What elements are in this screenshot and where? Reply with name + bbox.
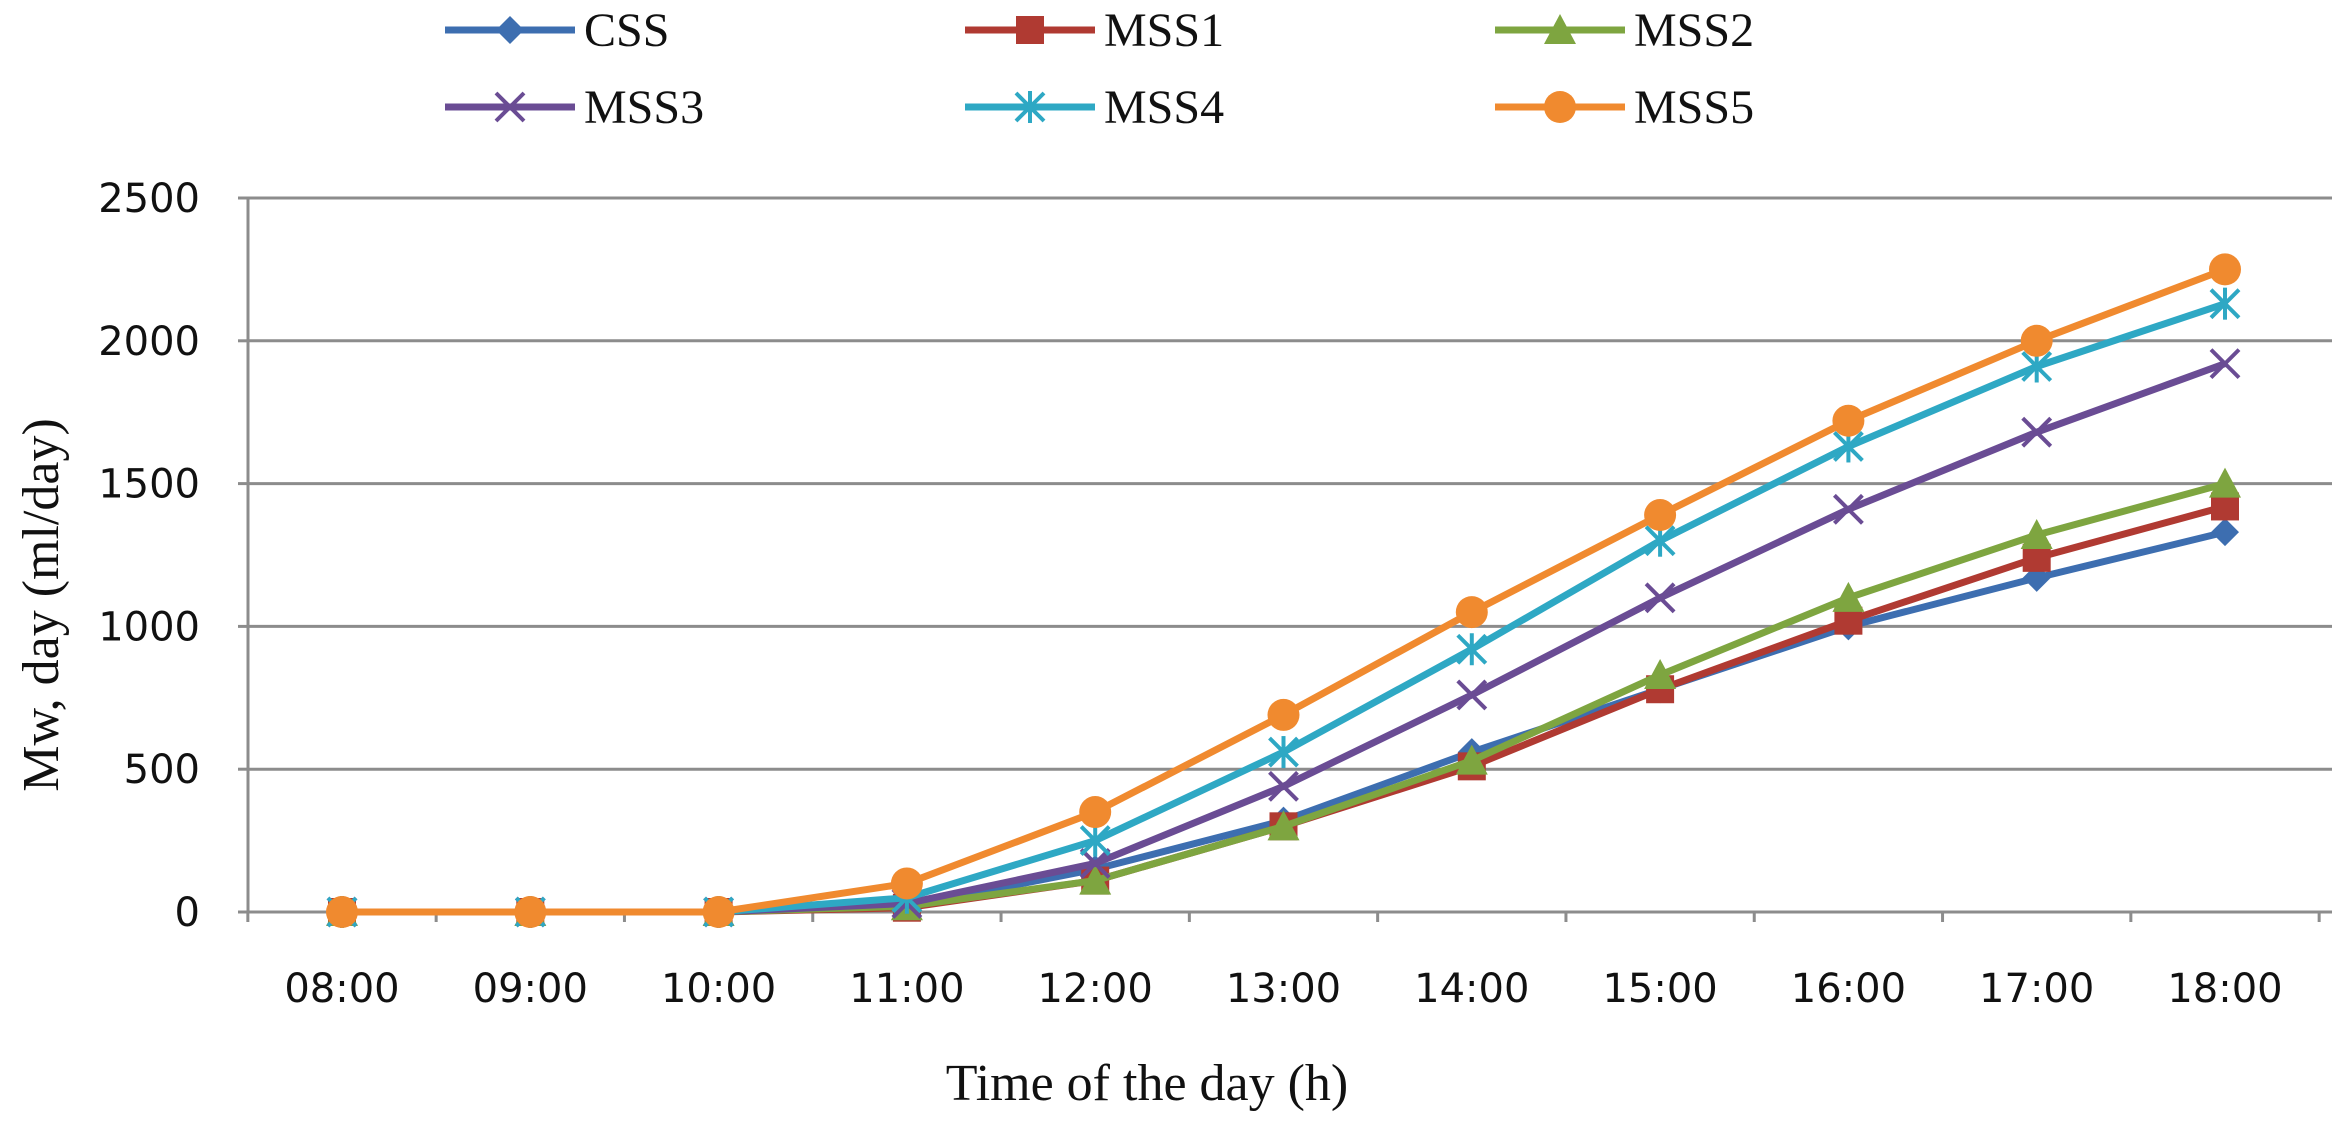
y-tick-label: 1000 (98, 604, 200, 650)
x-tick-label: 13:00 (1226, 966, 1341, 1012)
data-point (1267, 698, 1300, 731)
data-point (2209, 348, 2241, 380)
data-point (2209, 253, 2241, 286)
data-point (326, 896, 358, 928)
data-point (890, 867, 923, 900)
data-point (2021, 416, 2053, 448)
series-line (342, 480, 2226, 916)
legend-item: CSS (445, 4, 669, 57)
x-tick-label: 09:00 (473, 966, 588, 1012)
data-point (2020, 519, 2053, 550)
y-tick-label: 0 (175, 890, 200, 936)
legend-marker (494, 91, 526, 123)
series-mss5 (326, 253, 2241, 928)
legend-label: MSS2 (1634, 4, 1754, 57)
legend-item: MSS1 (965, 4, 1224, 57)
gridlines (248, 196, 2332, 771)
data-series (326, 253, 2241, 928)
data-point (1832, 581, 1865, 612)
x-tick-label: 08:00 (284, 966, 399, 1012)
x-tick-label: 11:00 (849, 966, 964, 1012)
data-point (2209, 467, 2241, 498)
data-point (702, 896, 735, 928)
y-axis-title: Mw, day (ml/day) (13, 418, 70, 792)
x-tick-label: 17:00 (1979, 966, 2094, 1012)
x-tick-label: 10:00 (661, 966, 776, 1012)
legend-marker (1544, 14, 1576, 44)
legend-item: MSS5 (1495, 81, 1754, 134)
data-point (1079, 824, 1111, 857)
y-tick-label: 2500 (98, 176, 200, 222)
legend-item: MSS4 (965, 81, 1224, 134)
data-point (1832, 404, 1865, 437)
legend-marker (1014, 91, 1046, 123)
series-mss2 (326, 467, 2241, 926)
legend-label: MSS4 (1104, 81, 1224, 134)
y-tick-label: 2000 (98, 319, 200, 365)
data-point (1832, 493, 1864, 525)
x-tick-labels: 08:00 09:00 10:00 11:00 12:00 13:00 14:00 15:00… (284, 966, 2282, 1012)
legend: CSS MSS1 MSS2 MSS3 MSS4 MSS5 (445, 4, 1754, 134)
data-point (1267, 810, 1300, 841)
x-tick-label: 18:00 (2167, 966, 2282, 1012)
legend-marker (496, 16, 524, 44)
legend-label: MSS5 (1634, 81, 1754, 134)
data-point (2211, 518, 2239, 547)
y-tick-label: 500 (124, 747, 200, 793)
data-point (1644, 658, 1677, 689)
y-tick-label: 1500 (98, 462, 200, 508)
data-point (1079, 848, 1111, 879)
x-tick-label: 16:00 (1791, 966, 1906, 1012)
x-tick-label: 14:00 (1414, 966, 1529, 1012)
data-point (2209, 287, 2241, 320)
data-point (514, 896, 547, 928)
legend-marker (1544, 91, 1576, 123)
legend-marker (1016, 16, 1044, 44)
x-tick-label: 12:00 (1038, 966, 1153, 1012)
legend-label: CSS (584, 4, 669, 57)
data-point (1268, 736, 1299, 769)
data-point (1268, 770, 1299, 802)
legend-item: MSS2 (1495, 4, 1754, 57)
x-axis-title: Time of the day (h) (946, 1055, 1348, 1112)
data-point (1455, 596, 1488, 629)
legend-item: MSS3 (445, 81, 704, 134)
data-point (1079, 864, 1112, 895)
data-point (1456, 679, 1488, 711)
legend-label: MSS1 (1104, 4, 1224, 57)
legend-label: MSS3 (584, 81, 704, 134)
data-point (1456, 633, 1488, 666)
data-point (1644, 582, 1676, 614)
data-point (2020, 324, 2053, 357)
y-tick-labels: 0 500 1000 1500 2000 2500 (98, 176, 200, 936)
data-point (1455, 744, 1488, 775)
x-tick-label: 15:00 (1602, 966, 1717, 1012)
data-point (1079, 796, 1112, 829)
data-point (1644, 499, 1677, 532)
